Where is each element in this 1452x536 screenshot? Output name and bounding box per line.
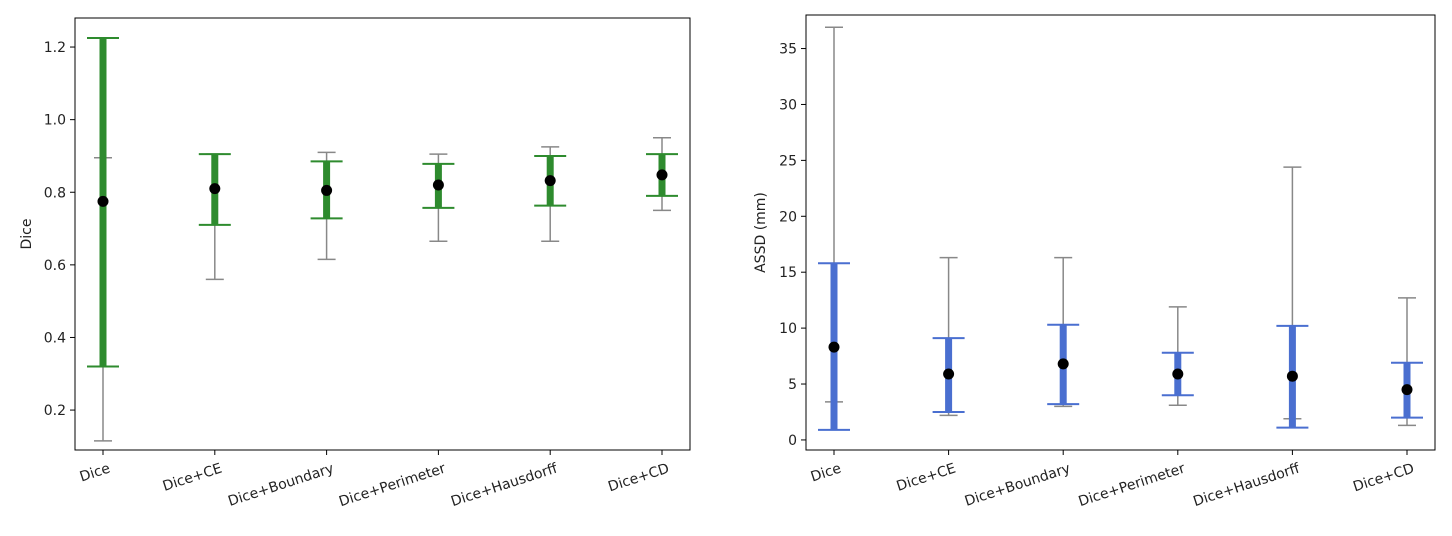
dice-mean-point <box>97 195 109 207</box>
dice-mean-point <box>209 183 221 195</box>
dice-xtick-label: Dice+CD <box>606 461 671 496</box>
assd-ytick-label: 25 <box>779 153 797 169</box>
dice-axes-frame <box>74 17 691 451</box>
dice-ytick-label: 0.2 <box>44 403 66 419</box>
dice-xtick-label: Dice <box>78 461 112 486</box>
dice-ytick-label: 0.4 <box>44 330 66 346</box>
assd-mean-point <box>1286 370 1298 382</box>
dice-xtick-label: Dice+Perimeter <box>337 461 448 511</box>
assd-xtick-label: Dice+CD <box>1351 461 1416 496</box>
dice-xtick-label: Dice+Boundary <box>226 461 336 510</box>
assd-xtick-label: Dice+CE <box>895 461 958 495</box>
dice-ytick-label: 1.0 <box>44 113 66 129</box>
dice-ytick-label: 0.8 <box>44 185 66 201</box>
assd-mean-point <box>1401 384 1413 396</box>
assd-xtick-label: Dice+Hausdorff <box>1191 460 1302 510</box>
assd-ytick-label: 10 <box>779 321 797 337</box>
assd-xtick-label: Dice <box>809 461 843 486</box>
assd-ytick-label: 30 <box>779 97 797 113</box>
dice-mean-point <box>544 175 556 187</box>
assd-mean-point <box>943 368 955 380</box>
assd-axes-frame <box>805 14 1436 451</box>
dice-ytick-label: 0.6 <box>44 258 66 274</box>
assd-ytick-label: 15 <box>779 265 797 281</box>
dice-mean-point <box>432 179 444 191</box>
assd-ytick-label: 5 <box>788 377 797 393</box>
dice-ylabel: Dice <box>19 219 35 250</box>
assd-mean-point <box>1057 358 1069 370</box>
assd-xtick-label: Dice+Perimeter <box>1076 461 1187 511</box>
assd-ytick-label: 35 <box>779 42 797 58</box>
assd-mean-point <box>1172 368 1184 380</box>
dice-chart-panel: 0.2 0.4 0.6 0.8 1.0 1.2 Dice Dice Dice+CE Dice+Bo… <box>19 17 691 511</box>
assd-ytick-label: 0 <box>788 433 797 449</box>
assd-xtick-label: Dice+Boundary <box>963 461 1073 510</box>
assd-chart-panel: 0 5 10 15 20 25 30 35 ASSD (mm) Dice Dice+CE Dice+B… <box>753 14 1436 511</box>
dice-xtick-label: Dice+Hausdorff <box>449 460 560 510</box>
assd-mean-point <box>828 341 840 353</box>
assd-ylabel: ASSD (mm) <box>753 192 769 273</box>
dice-ytick-label: 1.2 <box>44 40 66 56</box>
assd-ytick-label: 20 <box>779 209 797 225</box>
dice-mean-point <box>656 169 668 181</box>
dice-mean-point <box>321 184 333 196</box>
dice-xtick-label: Dice+CE <box>161 461 224 495</box>
